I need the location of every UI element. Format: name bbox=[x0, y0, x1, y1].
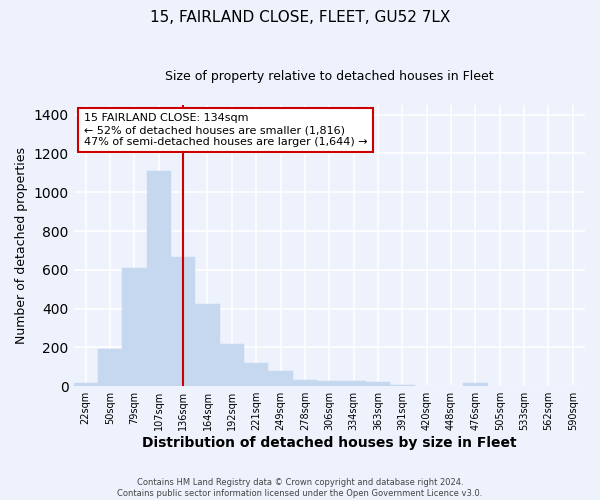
Bar bbox=[146, 171, 171, 386]
Bar bbox=[220, 344, 244, 386]
Bar bbox=[98, 350, 122, 386]
Bar bbox=[293, 380, 317, 386]
Bar bbox=[463, 384, 488, 386]
Bar bbox=[122, 268, 146, 386]
Text: 15, FAIRLAND CLOSE, FLEET, GU52 7LX: 15, FAIRLAND CLOSE, FLEET, GU52 7LX bbox=[150, 10, 450, 25]
Bar bbox=[171, 257, 196, 386]
Text: Contains HM Land Registry data © Crown copyright and database right 2024.
Contai: Contains HM Land Registry data © Crown c… bbox=[118, 478, 482, 498]
Bar bbox=[341, 382, 366, 386]
Bar bbox=[74, 384, 98, 386]
Bar bbox=[268, 370, 293, 386]
Bar bbox=[244, 363, 268, 386]
Bar bbox=[196, 304, 220, 386]
Bar bbox=[317, 382, 341, 386]
Text: 15 FAIRLAND CLOSE: 134sqm
← 52% of detached houses are smaller (1,816)
47% of se: 15 FAIRLAND CLOSE: 134sqm ← 52% of detac… bbox=[84, 114, 367, 146]
Bar bbox=[366, 382, 390, 386]
Title: Size of property relative to detached houses in Fleet: Size of property relative to detached ho… bbox=[165, 70, 494, 83]
Bar bbox=[390, 385, 415, 386]
Y-axis label: Number of detached properties: Number of detached properties bbox=[15, 147, 28, 344]
X-axis label: Distribution of detached houses by size in Fleet: Distribution of detached houses by size … bbox=[142, 436, 517, 450]
